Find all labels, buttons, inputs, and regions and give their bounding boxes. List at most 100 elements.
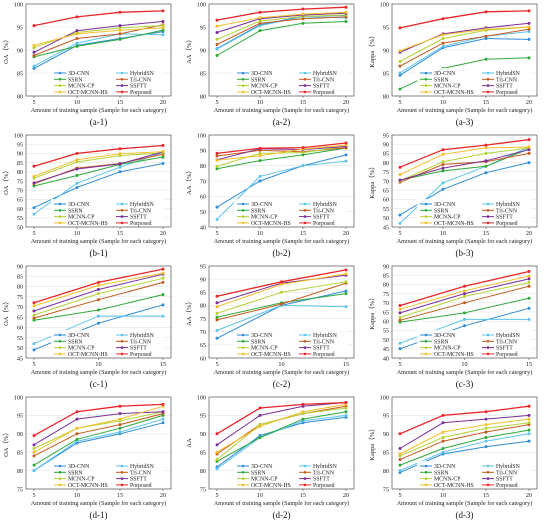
data-point xyxy=(398,318,402,322)
legend: 3D-CNN HybridSN SSRN Tri-CNN MCNN-CP SSFTT OCT… xyxy=(417,461,531,489)
y-tick-label: 90 xyxy=(17,431,23,438)
x-tick-label: 15 xyxy=(117,99,123,106)
y-tick-label: 65 xyxy=(383,309,389,316)
legend-marker xyxy=(303,221,307,225)
data-point xyxy=(344,413,348,417)
y-tick-label: 85 xyxy=(383,70,389,77)
legend-label: SSFTT xyxy=(496,84,513,90)
legend-box xyxy=(234,199,348,226)
plot-frame xyxy=(208,396,355,490)
legend-marker xyxy=(241,333,245,337)
data-point xyxy=(301,153,305,157)
legend-marker xyxy=(486,209,490,212)
series-line xyxy=(399,270,530,307)
x-axis-label: Amount of training sample (Sample for ea… xyxy=(31,107,167,114)
data-point xyxy=(215,301,219,305)
legend-marker xyxy=(486,221,490,225)
data-point xyxy=(118,32,122,36)
legend-marker xyxy=(486,333,490,337)
y-tick-label: 50 xyxy=(383,215,389,222)
x-tick-label: 15 xyxy=(483,492,489,499)
x-axis-label: Amount of training sample (Sample for ea… xyxy=(31,500,167,507)
data-point xyxy=(215,205,219,209)
series-line xyxy=(33,413,164,457)
series-line xyxy=(216,146,347,161)
legend-marker xyxy=(486,78,490,81)
x-tick-label: 10 xyxy=(440,230,446,237)
data-point xyxy=(215,154,219,158)
chart-panel: 75 80 85 90 95 100 5 10 15 20 Kappa（%） Amount of tr… xyxy=(368,394,538,520)
y-tick-label: 75 xyxy=(17,294,23,301)
data-point xyxy=(484,164,488,168)
y-tick-label: 70 xyxy=(383,300,389,307)
x-tick-label: 15 xyxy=(483,230,489,237)
series-line xyxy=(216,21,347,56)
data-point xyxy=(215,450,219,454)
y-axis-label: AA（%） xyxy=(185,167,193,195)
data-point xyxy=(75,181,79,185)
legend-marker xyxy=(241,340,245,343)
legend: 3D-CNN HybridSN SSRN Tri-CNN MCNN-CP SSFTT OCT… xyxy=(234,461,348,489)
data-point xyxy=(398,87,402,91)
x-tick-label: 10 xyxy=(74,99,80,106)
data-point xyxy=(441,166,445,170)
data-point xyxy=(161,276,165,280)
legend-marker xyxy=(58,477,62,480)
data-point xyxy=(527,25,531,29)
data-point xyxy=(161,280,165,284)
data-point xyxy=(344,305,348,309)
y-tick-label: 85 xyxy=(200,70,206,77)
data-point xyxy=(161,9,165,13)
data-point xyxy=(75,410,79,414)
legend-label: OCT-MCNN-HS xyxy=(251,352,291,358)
y-tick-label: 100 xyxy=(197,132,206,139)
data-point xyxy=(484,171,488,175)
legend-box xyxy=(51,199,165,226)
x-tick-label: 20 xyxy=(160,230,166,237)
x-tick-label: 10 xyxy=(74,230,80,237)
data-point xyxy=(441,439,445,443)
x-tick-label: 10 xyxy=(440,99,446,106)
data-point xyxy=(32,43,36,47)
data-point xyxy=(280,282,283,286)
x-tick-label: 5 xyxy=(215,492,218,499)
data-point xyxy=(344,410,348,414)
y-tick-label: 60 xyxy=(383,197,389,204)
data-point xyxy=(441,152,445,156)
series-line xyxy=(399,37,530,76)
data-point xyxy=(75,32,79,36)
data-point xyxy=(527,317,531,321)
x-axis-label: Amount of training sample (Sample for ea… xyxy=(397,107,533,114)
data-point xyxy=(258,19,262,23)
legend-label: MCNN-CP xyxy=(251,346,277,352)
data-point xyxy=(161,19,165,23)
data-point xyxy=(484,445,488,449)
y-tick-label: 45 xyxy=(17,355,23,362)
series-line xyxy=(33,163,164,209)
legend-marker xyxy=(241,209,245,212)
x-tick-label: 5 xyxy=(215,230,218,237)
data-point xyxy=(258,154,262,158)
legend-label: SSRN xyxy=(434,208,449,214)
data-point xyxy=(301,21,305,25)
data-point xyxy=(215,311,219,315)
y-tick-label: 50 xyxy=(200,209,206,216)
data-point xyxy=(161,155,165,159)
legend-marker xyxy=(58,346,62,349)
series-line xyxy=(33,152,164,215)
series-line xyxy=(33,152,164,179)
x-tick-label: 10 xyxy=(278,361,284,368)
data-point xyxy=(258,174,262,178)
data-point xyxy=(398,304,402,308)
legend-label: Tri-CNN xyxy=(496,339,518,345)
x-tick-label: 10 xyxy=(257,99,263,106)
data-point xyxy=(97,298,100,302)
y-tick-label: 90 xyxy=(383,47,389,54)
data-point xyxy=(441,44,445,48)
x-axis-label: Amount of training sample (Sample for ea… xyxy=(214,107,350,114)
panel-label: (d-2) xyxy=(273,510,291,520)
data-point xyxy=(215,151,219,155)
legend-marker xyxy=(424,90,428,94)
y-tick-label: 100 xyxy=(197,394,206,401)
series-line xyxy=(216,144,347,161)
